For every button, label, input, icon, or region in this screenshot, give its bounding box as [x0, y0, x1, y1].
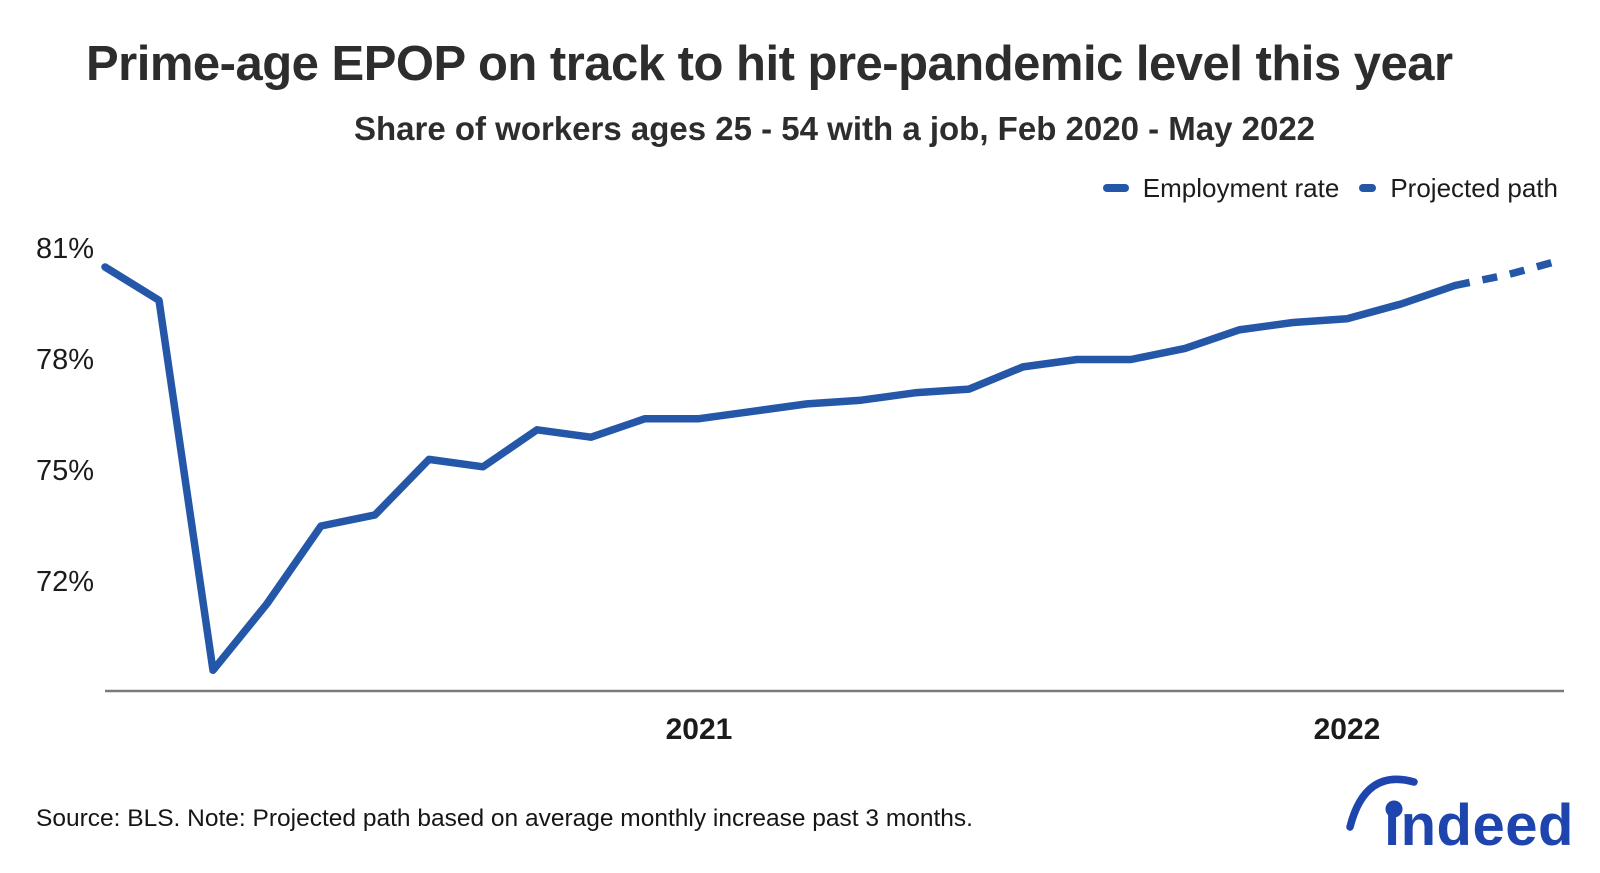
employment-rate-line: [101, 263, 1459, 675]
y-axis-tick-label: 81%: [36, 233, 95, 265]
indeed-logo-arc-icon: [1346, 775, 1418, 831]
legend-item-projected-path: Projected path: [1359, 173, 1558, 204]
x-axis-year-label: 2022: [1313, 713, 1381, 746]
projected-path-line: [1454, 255, 1564, 290]
solid-line-swatch-icon: [1102, 184, 1129, 192]
chart-title: Prime-age EPOP on track to hit pre-pande…: [86, 37, 1453, 91]
indeed-logo: ındeed: [1346, 775, 1574, 858]
y-axis-tick-label: 75%: [36, 455, 95, 487]
dashed-line-swatch-icon: [1359, 184, 1377, 192]
chart-subtitle: Share of workers ages 25 - 54 with a job…: [353, 110, 1316, 147]
chart-legend: Employment rate Projected path: [1102, 172, 1558, 204]
legend-label-employment-rate: Employment rate: [1142, 172, 1340, 203]
indeed-logo-text: ındeed: [1384, 793, 1574, 858]
indeed-logo-dot-icon: [1385, 800, 1403, 818]
y-axis-tick-label: 72%: [36, 566, 95, 598]
y-axis-tick-label: 78%: [36, 344, 95, 376]
x-axis-year-label: 2021: [665, 713, 733, 746]
source-note: Source: BLS. Note: Projected path based …: [36, 805, 973, 832]
legend-label-projected-path: Projected path: [1390, 172, 1558, 203]
legend-item-employment-rate: Employment rate: [1102, 172, 1340, 204]
